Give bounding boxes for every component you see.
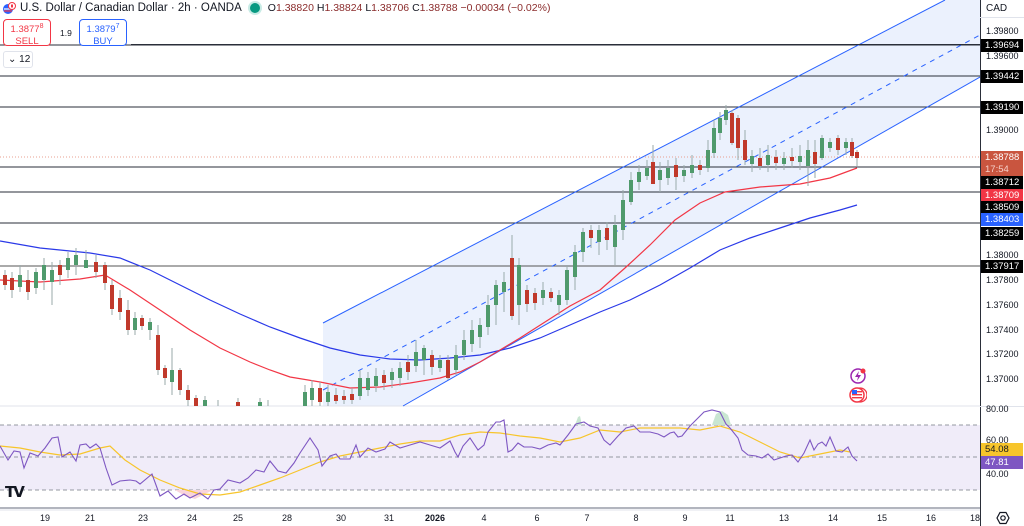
ma-fast-tag: 1.38709 [981,189,1023,202]
level-tag: 1.39442 [981,70,1023,83]
symbol-title[interactable]: U.S. Dollar / Canadian Dollar · 2h · OAN… [20,2,242,14]
price-tick: 1.37800 [986,275,1019,285]
low-value: 1.38706 [371,2,410,14]
rsi-value-tag: 47.81 [981,456,1023,469]
time-tick: 7 [584,513,590,523]
level-tag: 1.38259 [981,227,1023,240]
header-divider [131,44,980,45]
chevron-down-icon: ⌄ [994,22,1001,31]
time-tick: 8 [633,513,639,523]
time-tick: 18 [969,513,981,523]
rsi-ma-tag: 54.08 [981,443,1023,456]
high-value: 1.38824 [324,2,363,14]
price-chart-canvas[interactable] [0,0,980,526]
indicators-toggle-button[interactable]: ⌄ 12 [3,51,33,68]
ma-slow-tag: 1.38403 [981,213,1023,226]
open-value: 1.38820 [275,2,314,14]
current-price-tag: 1.38788 [981,151,1023,164]
rsi-tick: 80.00 [986,404,1009,414]
symbol-header: U.S. Dollar / Canadian Dollar · 2h · OAN… [0,0,550,16]
time-tick-year: 2026 [424,513,446,523]
level-tag: 1.39190 [981,101,1023,114]
close-label: C [412,2,420,14]
economic-event-flash-icon[interactable] [849,367,867,385]
time-tick: 4 [481,513,487,523]
chevron-down-icon: ⌄ [8,54,17,65]
price-tick: 1.39600 [986,51,1019,61]
time-tick: 14 [827,513,839,523]
ma-slow-line [0,204,858,361]
rsi-ma-line [0,425,851,496]
rsi-oversold-fill [175,490,213,499]
chart-settings-gear-icon[interactable] [996,511,1010,525]
buy-price: 1.3879 [86,24,116,36]
close-value: 1.38788 [419,2,458,14]
low-label: L [365,2,372,14]
time-tick: 11 [725,513,735,523]
ohlc-values: O1.38820 H1.38824 L1.38706 C1.38788 −0.0… [268,2,551,14]
price-tick: 1.37400 [986,325,1019,335]
sell-button[interactable]: 1.38778 SELL [3,19,51,48]
price-tick: 1.37000 [986,374,1019,384]
pane-divider[interactable] [980,406,1024,407]
indicators-count: 12 [19,54,31,65]
us-flag-event-icon[interactable] [849,386,867,404]
buy-price-pip: 7 [115,23,120,30]
sell-label: SELL [15,36,39,48]
bar-countdown-tag: 17:54 [981,163,1023,176]
time-tick: 25 [232,513,244,523]
currency-selector[interactable]: CAD ⌄ [980,0,1024,31]
candles [3,105,859,406]
level-tag: 1.38712 [981,176,1023,189]
level-tag: 1.39694 [981,39,1023,52]
sell-price: 1.3877 [10,24,40,36]
market-open-status-icon [249,3,260,13]
currency-label: CAD [986,3,1008,14]
open-label: O [267,2,276,14]
price-tick: 1.37200 [986,349,1019,359]
time-tick: 31 [383,513,395,523]
horizontal-levels[interactable] [0,44,980,267]
level-tag: 1.38509 [981,201,1023,214]
rsi-overbought-fill [712,411,731,425]
tradingview-logo-icon[interactable]: TV [5,483,25,501]
price-tick: 1.37600 [986,300,1019,310]
usd-cad-flag-icon [3,2,16,14]
time-tick: 23 [137,513,149,523]
time-tick: 16 [925,513,937,523]
buy-button[interactable]: 1.38797 BUY [79,19,127,48]
rsi-line [0,409,858,500]
price-tick: 1.39800 [986,26,1019,36]
time-tick: 24 [186,513,198,523]
time-tick: 21 [84,513,96,523]
time-tick: 28 [281,513,293,523]
price-tick: 1.39000 [986,125,1019,135]
buy-label: BUY [93,36,113,48]
price-tick: 1.38000 [986,250,1019,260]
time-tick: 13 [778,513,790,523]
level-tag: 1.37917 [981,260,1023,273]
spread-value: 1.9 [60,28,72,38]
high-label: H [316,2,325,14]
time-tick: 30 [335,513,347,523]
time-tick: 6 [534,513,540,523]
time-tick: 15 [876,513,888,523]
rsi-tick: 60.00 [986,435,1009,445]
regression-channel-fill [323,0,980,406]
sell-price-pip: 8 [39,23,44,30]
change-value: −0.00034 (−0.02%) [460,2,551,14]
rsi-tick: 40.00 [986,469,1009,479]
time-tick: 9 [682,513,688,523]
time-tick: 19 [39,513,51,523]
